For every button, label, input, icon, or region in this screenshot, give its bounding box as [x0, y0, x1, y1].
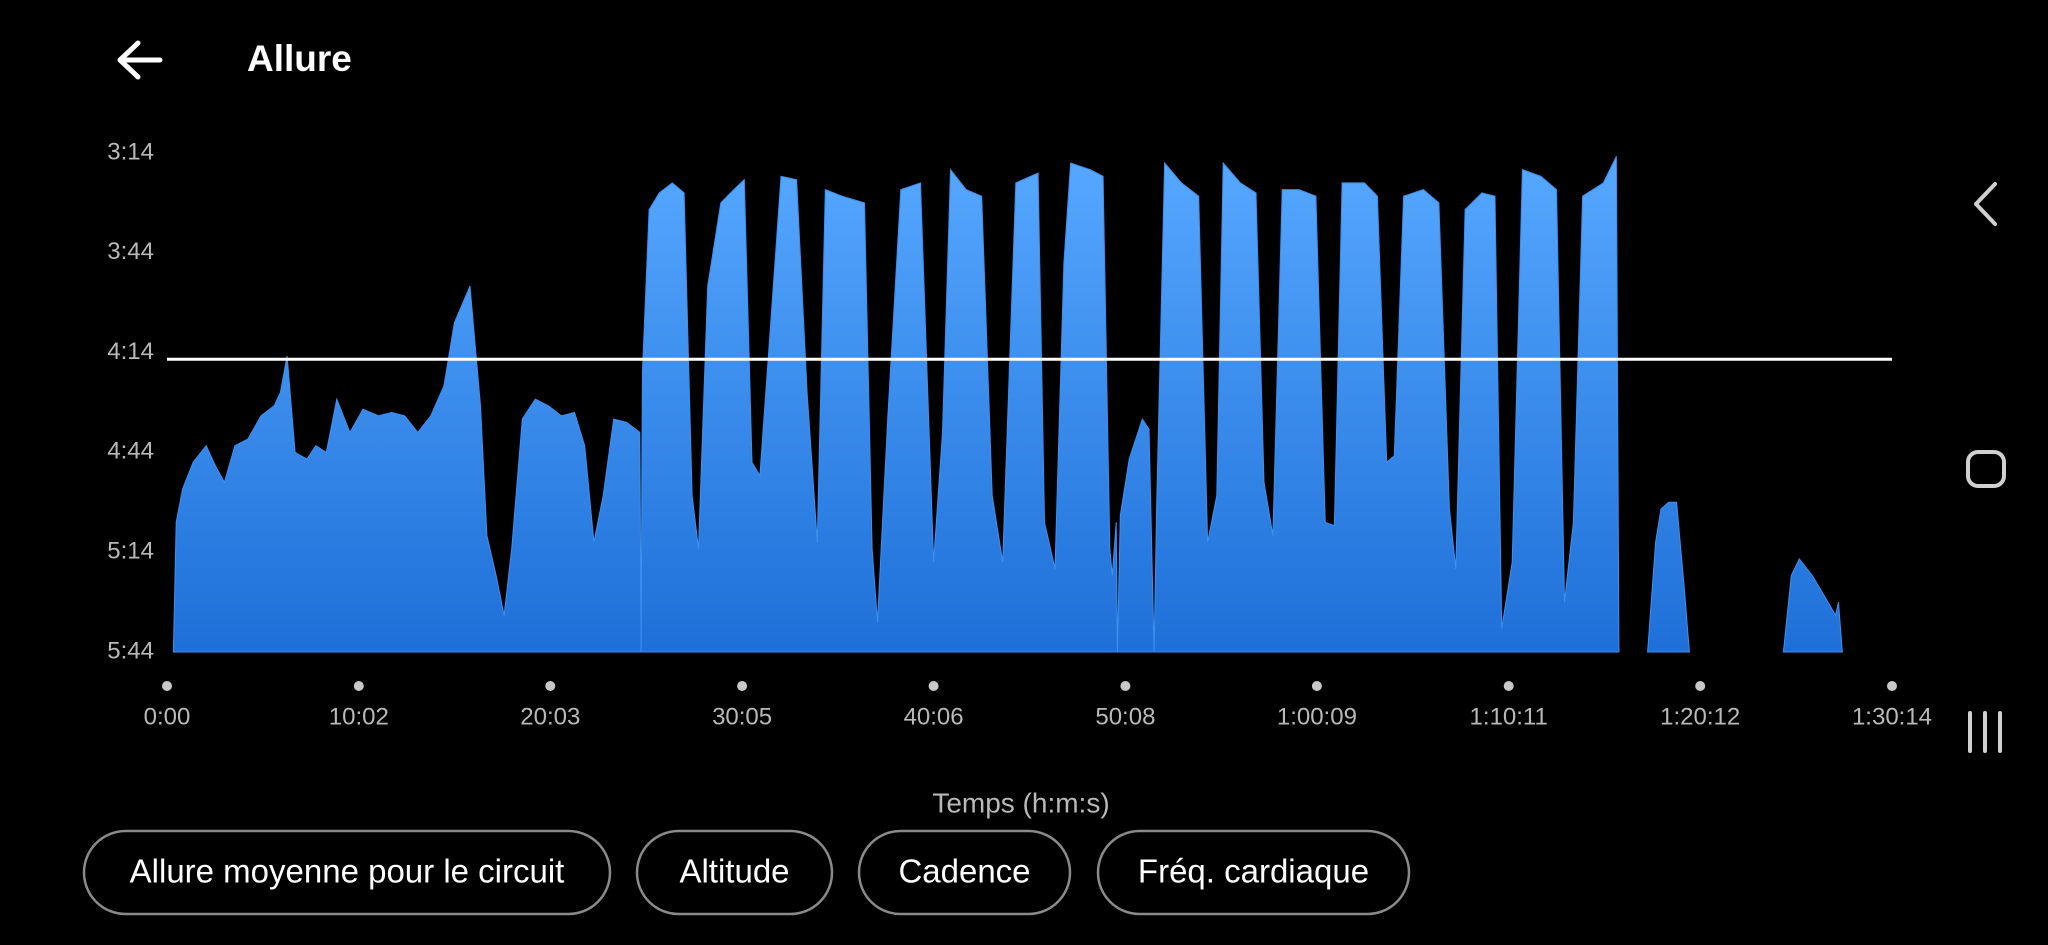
- x-tick-dot: [1311, 681, 1322, 691]
- chip-outline: [635, 829, 834, 916]
- x-axis-title: Temps (h:m:s): [932, 787, 1109, 818]
- button-row: Allure moyenne pour le circuit Altitude Ca…: [82, 829, 1411, 916]
- nav-recent[interactable]: [1968, 711, 2002, 753]
- chip-label: Cadence: [898, 853, 1030, 890]
- x-tick-dot: [1695, 681, 1706, 691]
- chip-outline: [857, 829, 1072, 916]
- screen-title: Allure: [247, 38, 352, 79]
- y-tick-label: 4:14: [107, 338, 154, 365]
- chip-label: Allure moyenne pour le circuit: [130, 853, 565, 890]
- y-tick-label: 5:14: [107, 538, 154, 565]
- x-tick-label: 1:30:14: [1852, 703, 1932, 730]
- chip-label: Altitude: [679, 853, 789, 890]
- chip-button[interactable]: Allure moyenne pour le circuit: [82, 829, 612, 916]
- x-tick-dot: [162, 681, 172, 691]
- chart: 3:14 3:44 4:14 4:44 5:14 5:44 0:00 10:02 20:03 30…: [107, 138, 1932, 730]
- x-tick-dot: [1887, 681, 1897, 691]
- y-tick-label: 3:14: [107, 138, 154, 165]
- chip-button[interactable]: Altitude: [635, 829, 834, 916]
- chip-button[interactable]: Fréq. cardiaque: [1096, 829, 1411, 916]
- y-tick-label: 5:44: [107, 637, 154, 664]
- x-tick-dot: [353, 681, 364, 691]
- chip-outline: [82, 829, 612, 916]
- chip-outline: [1096, 829, 1411, 916]
- x-tick-label: 50:08: [1095, 703, 1155, 730]
- nav-home[interactable]: [1966, 450, 2006, 488]
- y-tick-label: 4:44: [107, 438, 154, 465]
- chip-button[interactable]: Cadence: [857, 829, 1072, 916]
- x-tick-dot: [928, 681, 939, 691]
- x-tick-label: 0:00: [144, 703, 191, 730]
- back-arrow: [117, 40, 163, 80]
- pace-area: [172, 156, 1843, 653]
- x-tick-label: 20:03: [520, 703, 580, 730]
- x-tick-label: 30:05: [712, 703, 772, 730]
- x-tick-dot: [1503, 681, 1514, 691]
- x-tick-label: 1:10:11: [1470, 703, 1548, 730]
- x-tick-label: 1:20:12: [1660, 703, 1740, 730]
- x-tick-dot: [545, 681, 556, 691]
- back-button[interactable]: [117, 40, 163, 80]
- x-tick-label: 40:06: [904, 703, 964, 730]
- chip-label: Fréq. cardiaque: [1138, 853, 1369, 890]
- nav-back[interactable]: [1974, 182, 1997, 226]
- nav-bar: [1966, 182, 2006, 753]
- x-tick-label: 1:00:09: [1277, 703, 1357, 730]
- x-tick-dot: [737, 681, 748, 691]
- x-tick-dot: [1120, 681, 1131, 691]
- x-tick-label: 10:02: [329, 703, 389, 730]
- y-tick-label: 3:44: [107, 238, 154, 265]
